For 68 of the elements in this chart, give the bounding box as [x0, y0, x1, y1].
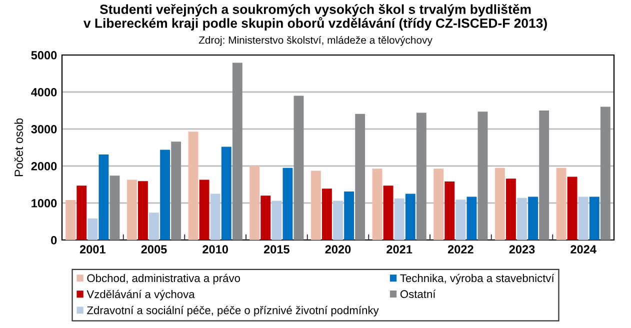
bar — [589, 196, 600, 240]
y-tick-label: 3000 — [31, 125, 57, 134]
bar — [355, 114, 366, 240]
bar — [138, 181, 148, 240]
bar — [466, 196, 477, 240]
bar — [333, 200, 343, 240]
chart-subtitle: Zdroj: Ministerstvo školství, mládeže a tělovýchovy — [198, 36, 432, 46]
bar — [394, 198, 404, 240]
x-tick-label: 2001 — [80, 245, 106, 254]
bar — [76, 186, 87, 240]
bar — [444, 182, 455, 240]
y-tick-label: 2000 — [31, 162, 57, 170]
bar — [250, 166, 260, 240]
bar — [294, 96, 304, 240]
bar — [171, 142, 182, 240]
bar — [506, 178, 516, 240]
bar — [210, 194, 220, 240]
bar — [260, 196, 271, 240]
bar — [528, 196, 538, 240]
x-tick-label: 2024 — [570, 245, 596, 254]
bar — [126, 180, 137, 240]
bar — [344, 192, 354, 240]
y-tick-label: 5000 — [31, 51, 57, 60]
bar — [66, 200, 76, 240]
x-tick-label: 2021 — [386, 245, 412, 254]
x-tick-label: 2010 — [202, 245, 228, 254]
bar — [282, 168, 293, 240]
bar — [372, 168, 382, 240]
legend-label: Vzdělávání a výchova — [86, 290, 195, 300]
bar — [188, 132, 198, 240]
legend-label: Ostatní — [400, 290, 436, 298]
bar — [556, 168, 566, 240]
bar — [567, 176, 578, 240]
x-tick-label: 2023 — [509, 245, 535, 254]
bar — [221, 146, 232, 240]
bar — [383, 186, 394, 240]
bar — [310, 170, 321, 240]
bar — [494, 168, 505, 240]
bar — [272, 200, 282, 240]
bar — [600, 106, 610, 240]
bar — [232, 62, 242, 240]
bar — [416, 112, 426, 240]
y-tick-label: 1000 — [32, 199, 57, 208]
bar — [539, 110, 550, 240]
bar — [88, 218, 98, 240]
chart-title: Studenti veřejných a soukromých vysokých škol s trvalým bydlištěm v Libereckém kraji podle skupin oborů vzdělávání (třídy CZ-ISCED-F 2013) — [84, 4, 547, 30]
y-tick-label: 4000 — [31, 88, 57, 96]
bar — [405, 194, 416, 240]
bar — [434, 168, 444, 240]
legend-label: Obchod, administrativa a právo — [87, 274, 240, 284]
legend-label: Zdravotní a sociální péče, péče o příznivé životní podmínky — [87, 306, 379, 316]
y-tick-label: 0 — [51, 236, 57, 244]
x-tick-label: 2020 — [325, 245, 351, 254]
bar — [478, 112, 488, 240]
x-tick-label: 2015 — [264, 245, 290, 254]
x-tick-label: 2022 — [448, 245, 474, 254]
bar — [149, 212, 159, 240]
bar — [110, 176, 120, 240]
bar — [517, 198, 527, 240]
bar — [199, 180, 210, 240]
y-axis-title: Počet osob — [14, 118, 23, 176]
bar — [322, 188, 332, 240]
x-tick-label: 2005 — [141, 245, 167, 254]
bar — [456, 200, 466, 240]
bar — [160, 150, 170, 240]
bar — [98, 154, 109, 240]
legend-label: Technika, výroba a stavebnictví — [400, 274, 554, 284]
bar — [578, 196, 588, 240]
